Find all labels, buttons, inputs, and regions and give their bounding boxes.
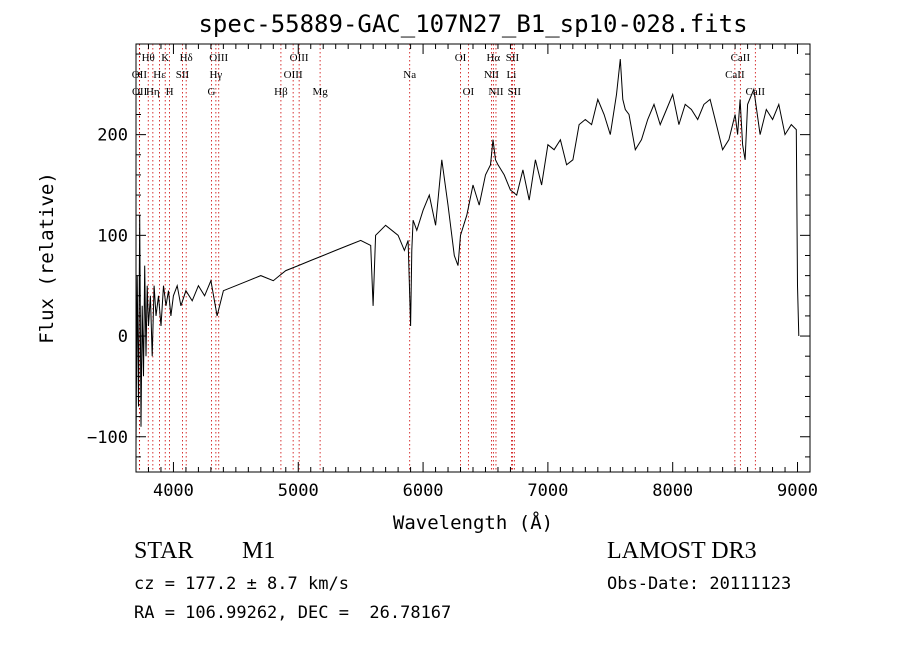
x-tick-label: 9000 (777, 481, 818, 501)
observation-date: Obs-Date: 20111123 (607, 574, 792, 594)
line-marker-label-6: OII (132, 69, 148, 81)
line-marker-label-3: H (166, 86, 174, 98)
line-marker-label-24: SII (508, 86, 522, 98)
line-marker-label-4: Hδ (180, 52, 193, 64)
x-tick-label: 6000 (403, 481, 444, 501)
line-marker-label-21: NII (484, 69, 500, 81)
x-axis-label: Wavelength (Å) (393, 511, 553, 534)
coordinates: RA = 106.99262, DEC = 26.78167 (134, 603, 452, 623)
y-tick-label: −100 (87, 428, 128, 448)
flux-series-line (135, 59, 800, 447)
line-marker-label-26: CaII (725, 69, 745, 81)
x-tick-label: 7000 (527, 481, 568, 501)
line-marker-label-5: SII (176, 69, 190, 81)
line-marker-label-18: OI (463, 86, 475, 98)
chart-title: spec-55889-GAC_107N27_B1_sp10-028.fits (198, 10, 747, 38)
line-marker-label-20: SII (506, 52, 520, 64)
line-marker-label-14: OIII (284, 69, 303, 81)
y-axis-label: Flux (relative) (36, 172, 58, 344)
line-marker-label-27: CaII (746, 86, 766, 98)
line-marker-label-11: G (208, 86, 216, 98)
y-tick-label: 100 (97, 226, 128, 246)
line-marker-label-12: Hβ (274, 86, 288, 98)
line-marker-label-17: OI (455, 52, 467, 64)
line-marker-label-22: Li (507, 69, 517, 81)
redshift-cz: cz = 177.2 ± 8.7 km/s (134, 574, 349, 594)
line-marker-label-15: Mg (312, 86, 328, 98)
y-tick-label: 0 (118, 327, 128, 347)
line-marker-label-16: Na (403, 69, 416, 81)
line-marker-label-23: NII (488, 86, 504, 98)
y-tick-label: 200 (97, 126, 128, 146)
x-tick-label: 5000 (278, 481, 319, 501)
y-axis-ticks: −100 0 100 200 (87, 53, 810, 458)
x-tick-label: 4000 (153, 481, 194, 501)
x-axis-ticks: 4000 5000 6000 7000 8000 9000 (135, 44, 818, 501)
line-marker-label-10: Hγ (209, 69, 222, 81)
line-marker-label-0: Hθ (142, 52, 155, 64)
line-marker-label-8: Hη (146, 86, 160, 98)
line-marker-label-25: CaII (731, 52, 751, 64)
object-class: STAR (134, 538, 194, 564)
survey-name: LAMOST DR3 (607, 538, 757, 564)
plot-frame (135, 43, 811, 473)
object-subclass: M1 (242, 538, 276, 564)
line-marker-label-19: Hα (486, 52, 500, 64)
line-marker-label-2: K (161, 52, 169, 64)
line-marker-label-13: OIII (290, 52, 309, 64)
line-marker-label-9: OIII (209, 52, 228, 64)
line-markers (138, 44, 756, 472)
x-tick-label: 8000 (652, 481, 693, 501)
line-marker-label-1: Hε (153, 69, 166, 81)
